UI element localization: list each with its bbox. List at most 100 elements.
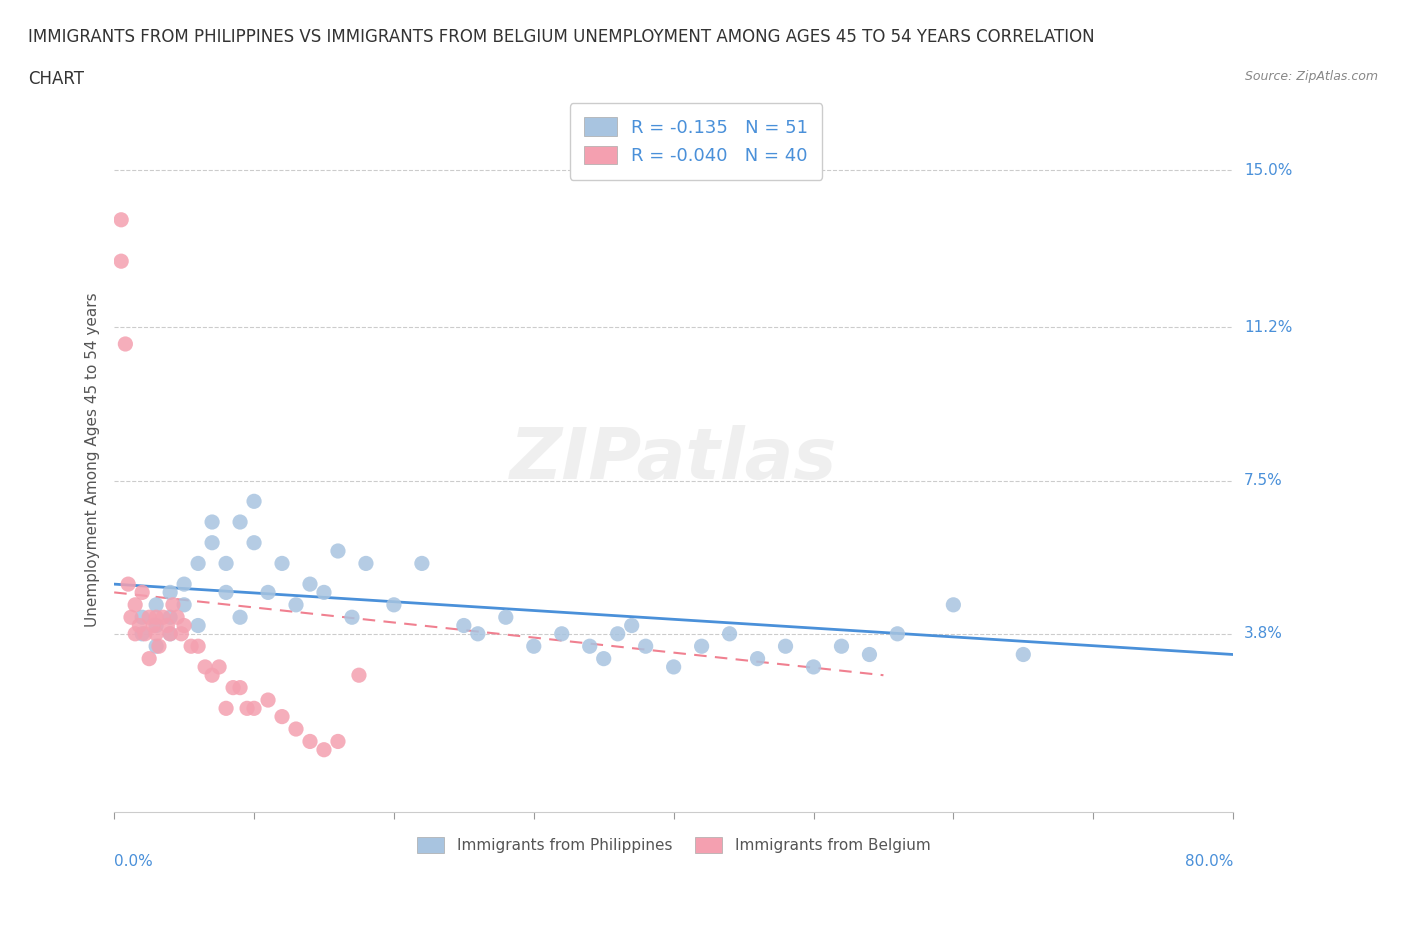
Point xyxy=(134,627,156,642)
Point xyxy=(886,627,908,642)
Point xyxy=(1012,647,1035,662)
Text: 7.5%: 7.5% xyxy=(1244,473,1282,488)
Point xyxy=(201,536,224,551)
Point xyxy=(142,618,165,633)
Text: Source: ZipAtlas.com: Source: ZipAtlas.com xyxy=(1244,70,1378,83)
Legend: Immigrants from Philippines, Immigrants from Belgium: Immigrants from Philippines, Immigrants … xyxy=(409,830,938,860)
Point xyxy=(606,627,628,642)
Point xyxy=(271,710,294,724)
Point xyxy=(117,577,139,591)
Point xyxy=(243,536,266,551)
Point xyxy=(803,659,825,674)
Point xyxy=(634,639,657,654)
Text: 0.0%: 0.0% xyxy=(114,854,153,869)
Point xyxy=(145,597,167,612)
Point xyxy=(271,556,294,571)
Point xyxy=(215,556,238,571)
Point xyxy=(194,659,217,674)
Point xyxy=(145,618,167,633)
Point xyxy=(187,556,209,571)
Point xyxy=(114,337,136,352)
Point xyxy=(148,639,170,654)
Point xyxy=(208,659,231,674)
Point xyxy=(312,585,335,600)
Point xyxy=(298,577,321,591)
Point xyxy=(166,610,188,625)
Point xyxy=(159,627,181,642)
Point xyxy=(257,693,280,708)
Point xyxy=(453,618,475,633)
Point xyxy=(201,514,224,529)
Point xyxy=(145,639,167,654)
Point xyxy=(775,639,797,654)
Point xyxy=(180,639,202,654)
Text: IMMIGRANTS FROM PHILIPPINES VS IMMIGRANTS FROM BELGIUM UNEMPLOYMENT AMONG AGES 4: IMMIGRANTS FROM PHILIPPINES VS IMMIGRANT… xyxy=(28,28,1095,46)
Point xyxy=(551,627,574,642)
Text: 80.0%: 80.0% xyxy=(1185,854,1233,869)
Point xyxy=(523,639,546,654)
Point xyxy=(145,610,167,625)
Point xyxy=(222,680,245,695)
Point xyxy=(312,742,335,757)
Point xyxy=(131,610,153,625)
Point xyxy=(690,639,713,654)
Point xyxy=(110,212,132,227)
Point xyxy=(718,627,741,642)
Y-axis label: Unemployment Among Ages 45 to 54 years: Unemployment Among Ages 45 to 54 years xyxy=(86,293,100,627)
Point xyxy=(257,585,280,600)
Point xyxy=(159,610,181,625)
Point xyxy=(243,494,266,509)
Point xyxy=(592,651,614,666)
Point xyxy=(298,734,321,749)
Point xyxy=(243,701,266,716)
Point xyxy=(201,668,224,683)
Point xyxy=(467,627,489,642)
Text: ZIPatlas: ZIPatlas xyxy=(510,425,838,495)
Point xyxy=(159,627,181,642)
Point xyxy=(187,639,209,654)
Point xyxy=(120,610,142,625)
Point xyxy=(229,610,252,625)
Point xyxy=(131,585,153,600)
Point xyxy=(229,514,252,529)
Point xyxy=(173,618,195,633)
Text: 11.2%: 11.2% xyxy=(1244,320,1292,335)
Point xyxy=(382,597,405,612)
Point xyxy=(326,543,349,558)
Point xyxy=(131,627,153,642)
Point xyxy=(145,627,167,642)
Point xyxy=(170,627,193,642)
Point xyxy=(173,577,195,591)
Point xyxy=(229,680,252,695)
Point xyxy=(215,585,238,600)
Point xyxy=(354,556,377,571)
Point xyxy=(152,610,174,625)
Point xyxy=(236,701,259,716)
Point xyxy=(347,668,370,683)
Point xyxy=(124,597,146,612)
Point xyxy=(942,597,965,612)
Point xyxy=(285,722,308,737)
Point xyxy=(747,651,769,666)
Point xyxy=(662,659,685,674)
Point xyxy=(159,585,181,600)
Text: 3.8%: 3.8% xyxy=(1244,626,1284,642)
Point xyxy=(830,639,852,654)
Point xyxy=(173,597,195,612)
Point xyxy=(156,618,179,633)
Point xyxy=(411,556,433,571)
Point xyxy=(128,618,150,633)
Point xyxy=(138,610,160,625)
Point xyxy=(187,618,209,633)
Point xyxy=(620,618,643,633)
Point xyxy=(138,651,160,666)
Point xyxy=(285,597,308,612)
Text: CHART: CHART xyxy=(28,70,84,87)
Point xyxy=(340,610,363,625)
Point xyxy=(578,639,600,654)
Point xyxy=(858,647,880,662)
Point xyxy=(124,627,146,642)
Point xyxy=(215,701,238,716)
Point xyxy=(162,597,184,612)
Text: 15.0%: 15.0% xyxy=(1244,163,1292,178)
